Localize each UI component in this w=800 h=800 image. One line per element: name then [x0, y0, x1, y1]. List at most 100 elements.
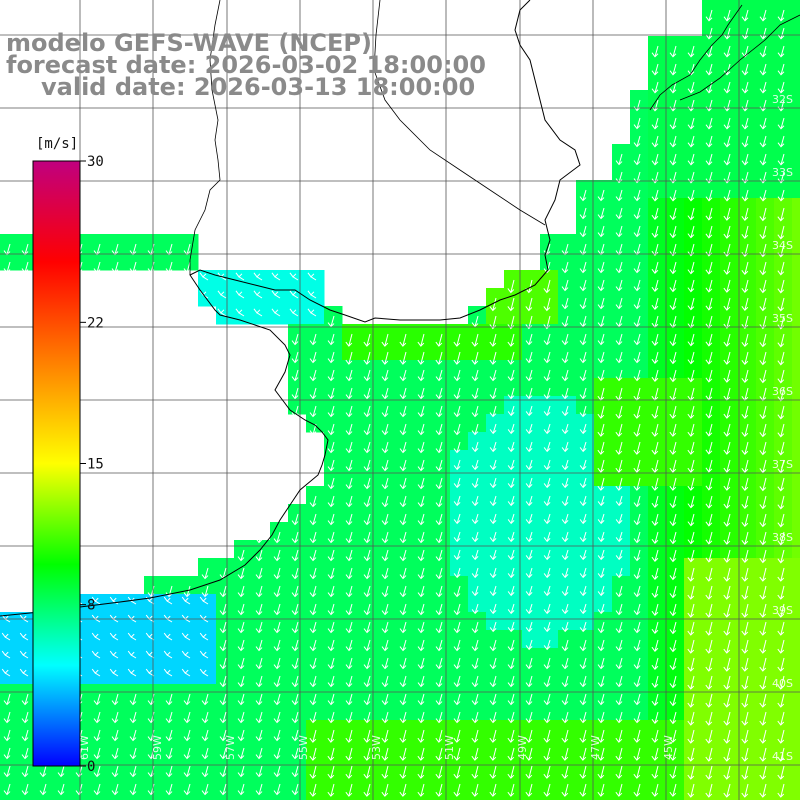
- speed-cell: [756, 612, 775, 631]
- wind-arrow: [723, 585, 731, 600]
- speed-cell: [342, 630, 361, 649]
- wind-arrow: [255, 585, 263, 598]
- speed-cell: [558, 504, 577, 523]
- speed-cell: [576, 630, 595, 649]
- wind-arrow: [489, 531, 497, 543]
- speed-cell: [306, 720, 325, 739]
- wind-arrow: [777, 693, 785, 708]
- wind-arrow: [525, 693, 533, 706]
- speed-cell: [774, 234, 793, 253]
- wind-arrow: [759, 405, 767, 420]
- speed-cell: [648, 792, 667, 800]
- speed-cell: [468, 450, 487, 469]
- wind-arrow: [381, 351, 389, 365]
- speed-cell: [486, 504, 505, 523]
- colorbar-tick-label: 22: [87, 315, 104, 331]
- speed-cell: [468, 630, 487, 649]
- wind-arrow: [597, 477, 605, 491]
- speed-cell: [774, 396, 793, 415]
- speed-cell: [252, 666, 271, 685]
- speed-cell: [558, 612, 577, 631]
- speed-cell: [522, 612, 541, 631]
- wind-arrow: [399, 675, 407, 688]
- speed-cell: [180, 576, 199, 595]
- speed-cell: [720, 198, 739, 217]
- wind-arrow: [615, 333, 623, 346]
- wind-arrow: [417, 423, 425, 436]
- speed-cell: [504, 360, 523, 379]
- wind-arrow: [219, 603, 227, 616]
- speed-cell: [756, 648, 775, 667]
- speed-cell: [270, 558, 289, 577]
- speed-cell: [252, 738, 271, 757]
- wind-arrow: [163, 650, 173, 659]
- speed-cell: [576, 486, 595, 505]
- speed-cell: [468, 378, 487, 397]
- speed-cell: [738, 468, 757, 487]
- speed-cell: [792, 144, 800, 163]
- wind-arrow: [651, 369, 659, 382]
- speed-cell: [468, 324, 487, 343]
- wind-arrow: [309, 369, 317, 382]
- speed-cell: [720, 144, 739, 163]
- speed-cell: [612, 378, 631, 397]
- wind-arrow: [507, 567, 515, 579]
- wind-arrow: [579, 207, 587, 220]
- wind-arrow: [777, 495, 785, 510]
- speed-cell: [450, 522, 469, 541]
- speed-cell: [720, 306, 739, 325]
- wind-arrow: [615, 729, 623, 743]
- speed-cell: [738, 648, 757, 667]
- wind-arrow: [723, 657, 731, 672]
- speed-cell: [360, 720, 379, 739]
- speed-cell: [270, 540, 289, 559]
- speed-cell: [504, 594, 523, 613]
- speed-cell: [324, 324, 343, 343]
- speed-cell: [396, 702, 415, 721]
- wind-arrow: [705, 693, 713, 708]
- speed-cell: [684, 144, 703, 163]
- speed-cell: [486, 324, 505, 343]
- speed-cell: [792, 90, 800, 109]
- speed-cell: [288, 504, 307, 523]
- wind-arrow: [525, 351, 533, 364]
- wind-arrow: [345, 333, 353, 347]
- wind-arrow: [705, 531, 713, 545]
- wind-arrow: [345, 711, 353, 724]
- speed-cell: [90, 702, 109, 721]
- speed-cell: [702, 576, 721, 595]
- wind-arrow: [741, 765, 749, 780]
- speed-cell: [306, 702, 325, 721]
- speed-cell: [486, 612, 505, 631]
- speed-cell: [738, 774, 757, 793]
- speed-cell: [486, 558, 505, 577]
- speed-cell: [576, 216, 595, 235]
- speed-cell: [198, 792, 217, 800]
- speed-cell: [774, 432, 793, 451]
- speed-cell: [666, 684, 685, 703]
- colorbar-tick-label: 30: [87, 154, 104, 170]
- speed-cell: [414, 594, 433, 613]
- speed-cell: [576, 666, 595, 685]
- wind-arrow: [723, 27, 731, 40]
- speed-cell: [666, 720, 685, 739]
- wind-arrow: [381, 369, 389, 382]
- wind-arrow: [651, 693, 659, 706]
- wind-arrow: [435, 513, 443, 526]
- speed-cell: [738, 126, 757, 145]
- speed-cell: [378, 702, 397, 721]
- speed-cell: [378, 342, 397, 361]
- speed-cell: [432, 468, 451, 487]
- speed-cell: [540, 612, 559, 631]
- wind-arrow: [399, 387, 407, 400]
- wind-arrow: [651, 747, 659, 761]
- speed-cell: [666, 234, 685, 253]
- wind-arrow: [489, 477, 497, 489]
- wind-arrow: [579, 639, 587, 652]
- wind-arrow: [597, 639, 605, 652]
- speed-cell: [288, 612, 307, 631]
- speed-cell: [630, 306, 649, 325]
- speed-cell: [666, 792, 685, 800]
- wind-arrow: [669, 405, 677, 419]
